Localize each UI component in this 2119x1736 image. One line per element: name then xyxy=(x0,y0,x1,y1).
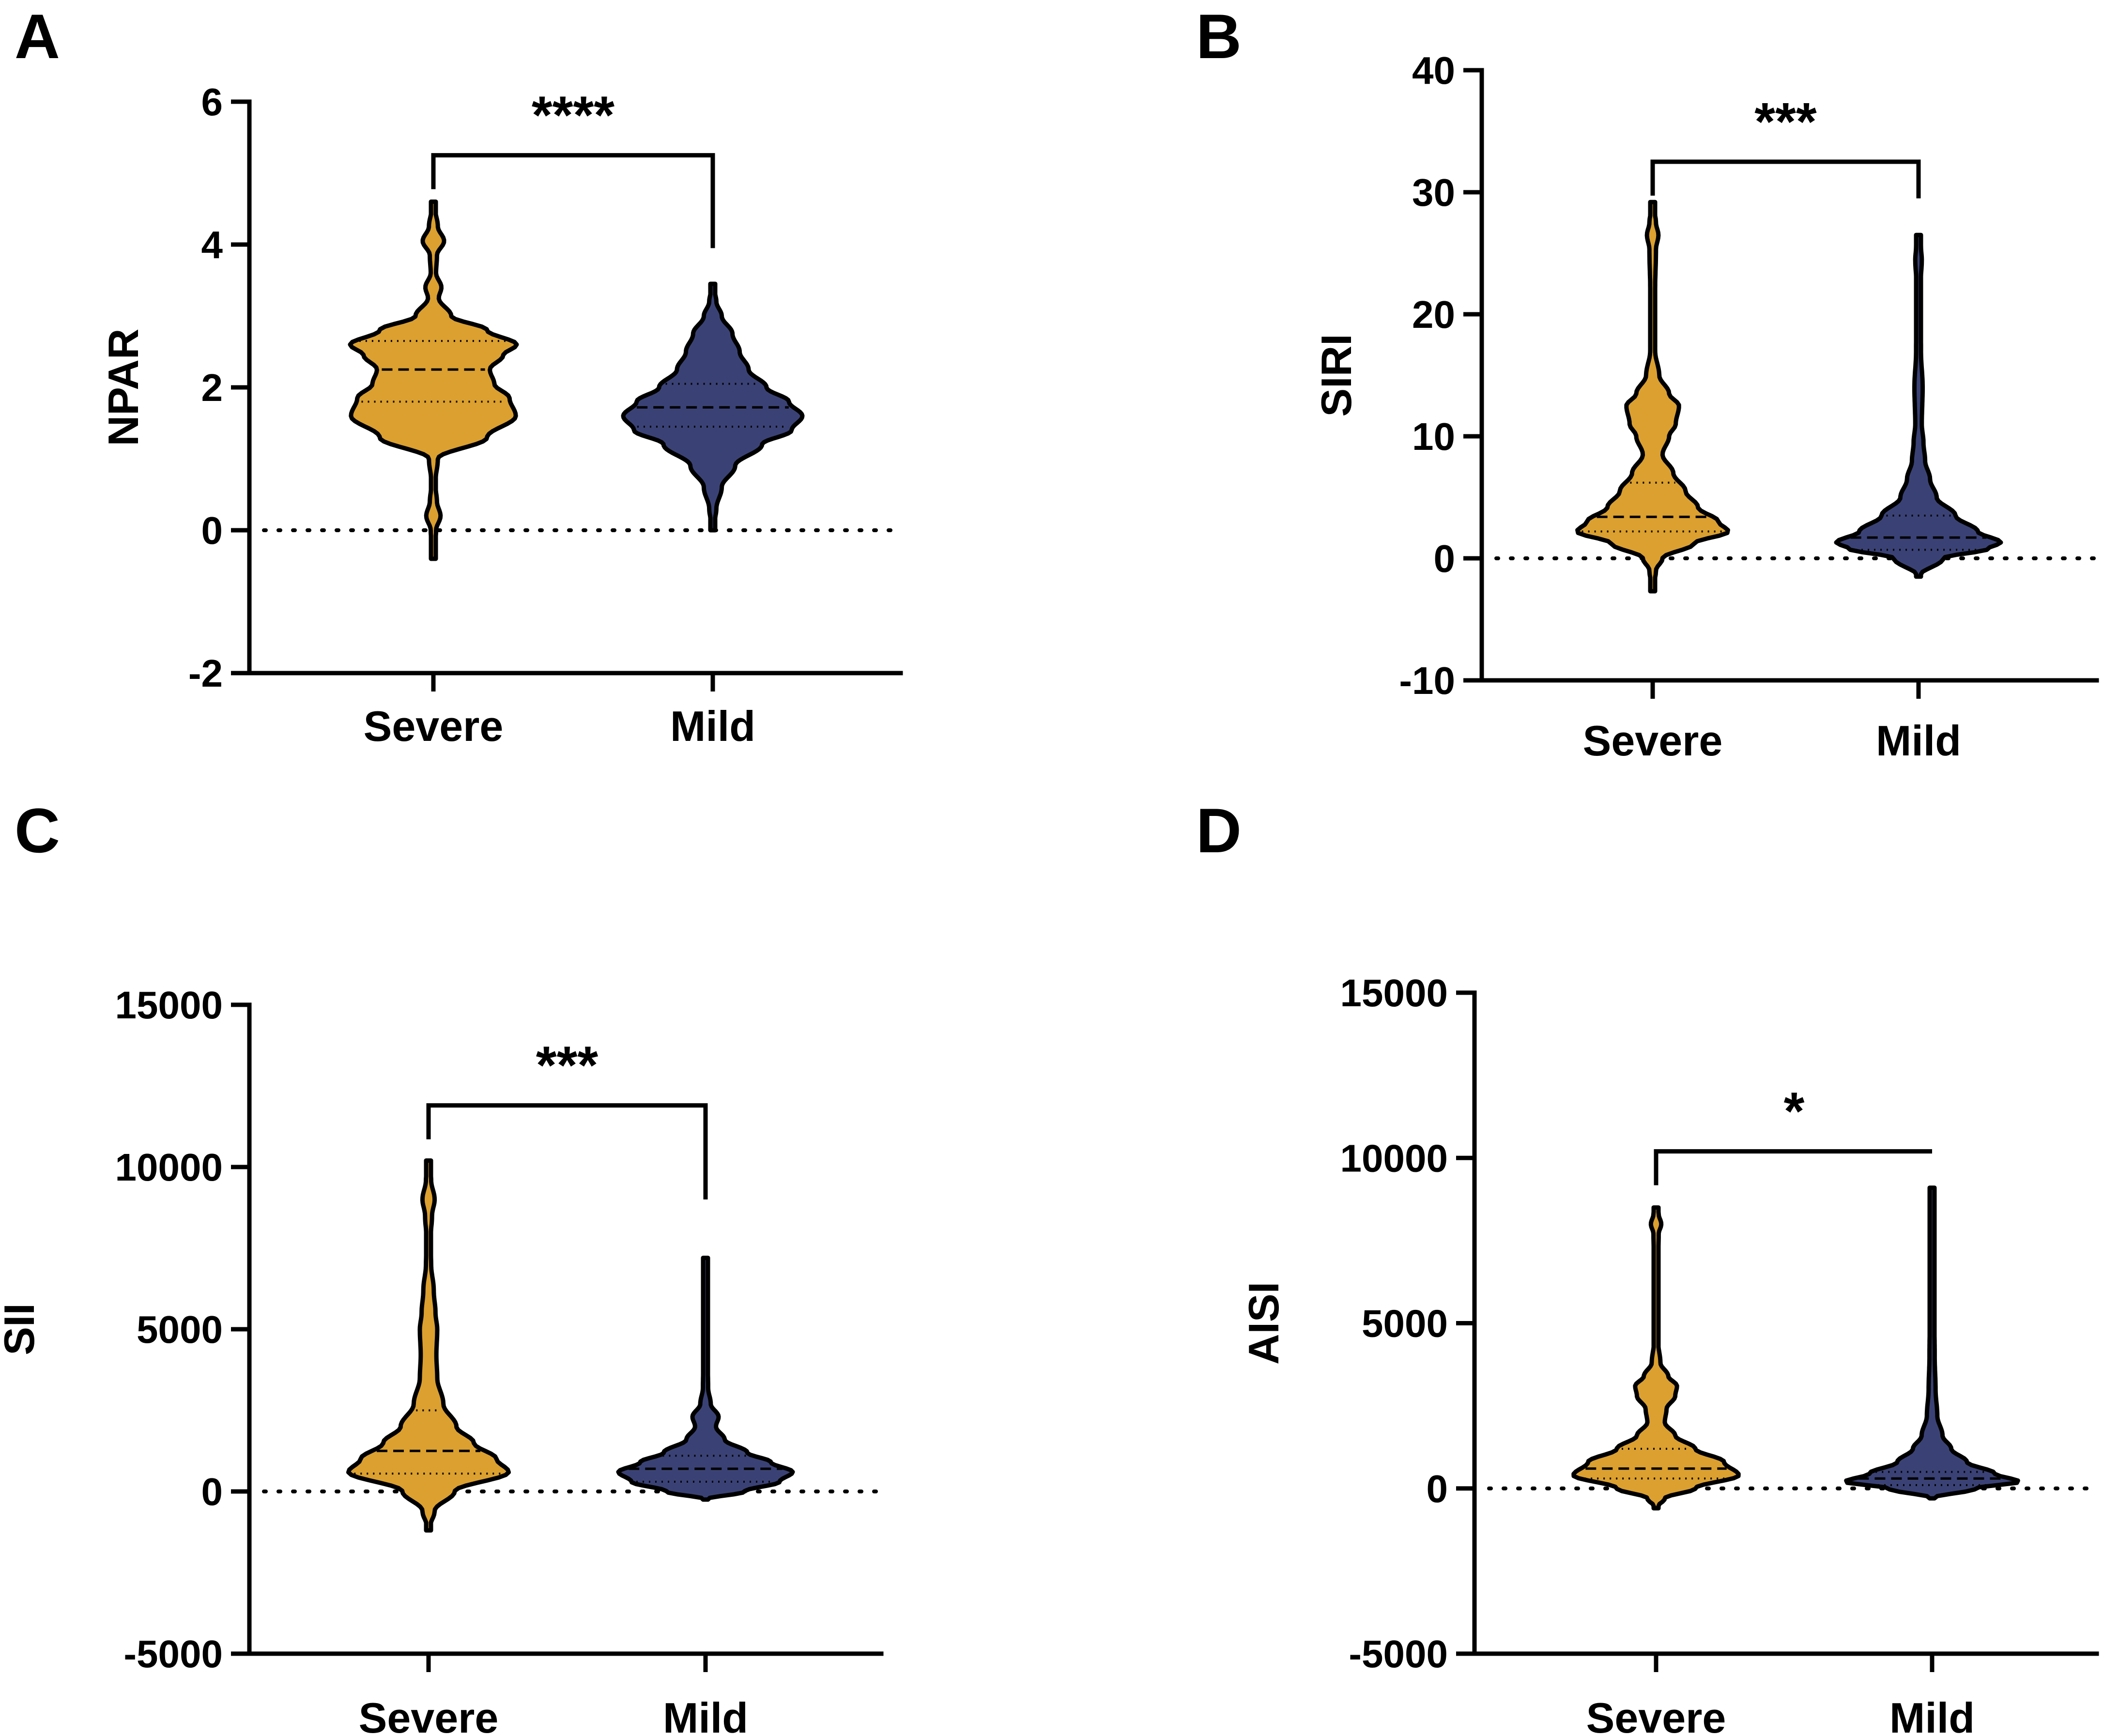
y-tick-label: 10 xyxy=(1412,415,1455,458)
panel-letter: C xyxy=(15,795,60,866)
violin-mild xyxy=(1844,1185,2020,1501)
y-tick-label: 40 xyxy=(1412,49,1455,92)
significance-stars: *** xyxy=(536,1036,599,1095)
x-category-label: Severe xyxy=(1583,717,1723,765)
y-tick-label: 15000 xyxy=(115,983,223,1027)
y-tick-label: -2 xyxy=(188,652,223,695)
violin-severe xyxy=(1571,1205,1741,1511)
x-category-label: Mild xyxy=(670,702,755,750)
y-tick-label: 0 xyxy=(201,1470,223,1513)
violin-body xyxy=(346,1158,511,1533)
panel-letter: B xyxy=(1196,1,1242,72)
significance-stars: *** xyxy=(1754,92,1817,152)
panel-d: D AISI -5000 0 5000 10000 15000 Severe Mild * xyxy=(1196,795,2099,1736)
panel-c: C SII -5000 0 5000 10000 15000 Severe Mild *** xyxy=(0,795,884,1736)
y-axis-label: SIRI xyxy=(1312,334,1360,416)
violin-body xyxy=(1844,1185,2020,1501)
y-tick-label: 10000 xyxy=(1340,1137,1448,1180)
y-tick-label: 15000 xyxy=(1340,971,1448,1014)
y-axis-label: NPAR xyxy=(99,329,147,446)
y-axis-label: AISI xyxy=(1240,1282,1288,1365)
significance-bracket xyxy=(426,1103,708,1199)
violin-severe xyxy=(1575,200,1730,594)
significance-stars: **** xyxy=(532,86,614,145)
significance-bracket xyxy=(1650,159,1921,199)
y-tick-label: 30 xyxy=(1412,171,1455,214)
y-tick-label: 20 xyxy=(1412,293,1455,336)
violin-body xyxy=(348,200,519,561)
x-category-label: Severe xyxy=(364,702,504,750)
y-tick-label: -5000 xyxy=(123,1632,223,1675)
x-category-label: Severe xyxy=(359,1694,499,1736)
significance-bracket xyxy=(1654,1149,1932,1185)
y-tick-label: 5000 xyxy=(137,1308,223,1351)
significance-stars: * xyxy=(1784,1082,1805,1141)
violin-mild xyxy=(621,281,805,533)
x-category-label: Mild xyxy=(1889,1694,1975,1736)
violin-severe xyxy=(348,200,519,561)
violin-body xyxy=(1571,1205,1741,1511)
y-tick-label: 2 xyxy=(201,366,223,409)
y-tick-label: 4 xyxy=(201,223,223,266)
panel-letter: D xyxy=(1196,795,1242,866)
x-category-label: Mild xyxy=(1876,717,1961,765)
violin-severe xyxy=(346,1158,511,1533)
y-tick-label: 5000 xyxy=(1362,1302,1448,1345)
x-category-label: Severe xyxy=(1586,1694,1726,1736)
y-tick-label: 0 xyxy=(201,509,223,552)
y-tick-label: 6 xyxy=(201,80,223,123)
violin-body xyxy=(1575,200,1730,594)
y-tick-label: 0 xyxy=(1434,537,1456,580)
violin-mild xyxy=(616,1256,795,1502)
violin-body xyxy=(1834,232,2003,579)
panel-a: A NPAR -2 0 2 4 6 Severe Mild **** xyxy=(15,1,903,750)
significance-bracket xyxy=(431,153,715,248)
y-tick-label: 10000 xyxy=(115,1146,223,1189)
y-axis-label: SII xyxy=(0,1303,43,1355)
x-category-label: Mild xyxy=(663,1694,748,1736)
panel-letter: A xyxy=(15,1,60,72)
violin-body xyxy=(616,1256,795,1502)
y-tick-label: 0 xyxy=(1427,1467,1448,1510)
y-tick-label: -5000 xyxy=(1349,1632,1448,1675)
y-tick-label: -10 xyxy=(1399,659,1455,702)
panel-b: B SIRI -10 0 10 20 30 40 Severe Mild *** xyxy=(1196,1,2099,765)
violin-mild xyxy=(1834,232,2003,579)
